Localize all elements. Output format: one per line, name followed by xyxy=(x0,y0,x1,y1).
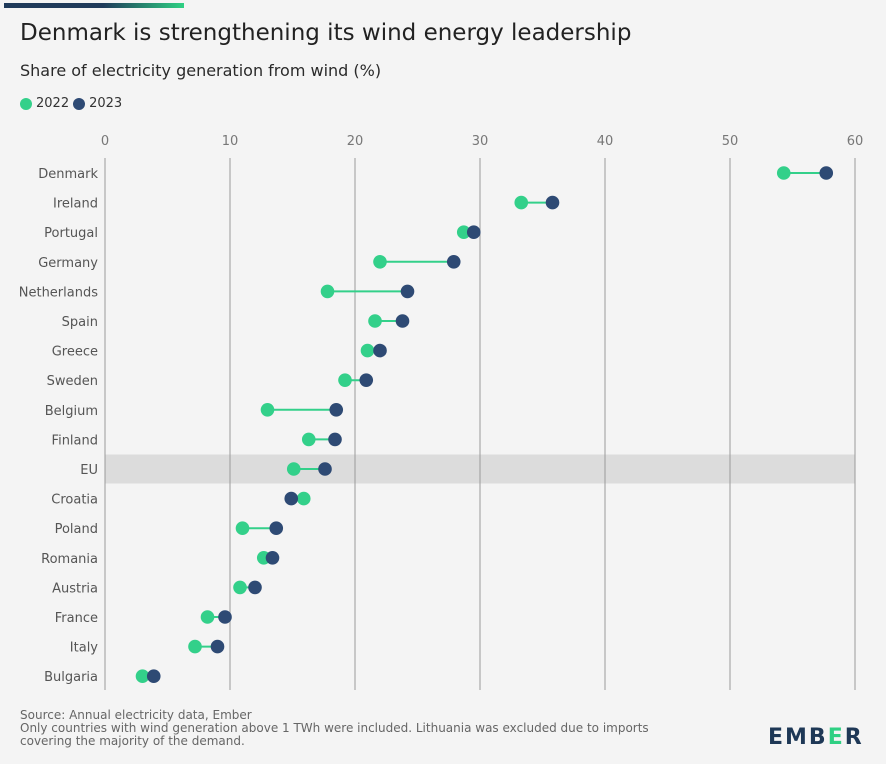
point-2022 xyxy=(338,373,352,387)
point-2022 xyxy=(776,166,791,180)
category-label: France xyxy=(55,611,98,626)
category-label: Croatia xyxy=(51,493,98,508)
point-2022 xyxy=(368,314,382,328)
dumbbell-chart: 0 10 20 30 40 50 60 Denmark Ireland Portugal Germa… xyxy=(19,134,864,690)
x-tick-label: 20 xyxy=(347,134,364,149)
category-label: Belgium xyxy=(45,404,98,419)
category-label: Germany xyxy=(38,256,98,271)
point-2023 xyxy=(265,551,280,565)
point-2023 xyxy=(248,580,262,595)
point-2022 xyxy=(296,491,311,506)
point-2023 xyxy=(395,314,410,328)
category-label: Romania xyxy=(41,552,98,567)
category-label: Austria xyxy=(52,581,98,596)
source-line: Source: Annual electricity data, Ember xyxy=(20,708,252,722)
legend-dot-2023 xyxy=(73,97,86,110)
point-2022 xyxy=(301,432,316,447)
accent-bar xyxy=(4,3,184,8)
x-tick-label: 30 xyxy=(472,134,489,149)
x-tick-label: 40 xyxy=(597,134,614,149)
point-2022 xyxy=(235,521,250,535)
point-2023 xyxy=(269,521,284,535)
category-label: Greece xyxy=(52,345,98,360)
point-2023 xyxy=(218,610,232,624)
source-line: covering the majority of the demand. xyxy=(20,734,245,748)
point-2023 xyxy=(400,284,415,299)
ember-logo: EMBER xyxy=(768,725,864,750)
point-2022 xyxy=(188,639,202,654)
legend-dot-2022 xyxy=(20,97,32,110)
source-line: Only countries with wind generation abov… xyxy=(20,721,649,735)
point-2023 xyxy=(328,432,342,447)
point-2023 xyxy=(373,343,387,358)
point-2023 xyxy=(210,639,225,654)
category-label: Poland xyxy=(55,522,98,537)
legend-label-2022: 2022 xyxy=(36,96,70,111)
source-note: Source: Annual electricity data, Ember O… xyxy=(20,709,740,748)
point-2022 xyxy=(514,195,529,210)
category-label: Finland xyxy=(52,433,98,448)
point-2023 xyxy=(545,195,560,210)
category-label: EU xyxy=(80,463,98,478)
category-label: Bulgaria xyxy=(44,670,98,685)
category-label: Ireland xyxy=(53,197,98,212)
point-2023 xyxy=(466,225,481,239)
legend-label-2023: 2023 xyxy=(89,96,123,111)
legend-item-2022: 2022 xyxy=(20,96,69,111)
point-2023 xyxy=(359,373,374,387)
point-2023 xyxy=(318,462,332,476)
legend: 2022 2023 xyxy=(20,96,122,111)
point-2022 xyxy=(456,225,471,239)
x-tick-label: 10 xyxy=(222,134,239,149)
chart-card: Denmark is strengthening its wind energy… xyxy=(0,0,886,764)
x-tick-label: 60 xyxy=(847,134,864,149)
x-tick-label: 50 xyxy=(722,134,739,149)
point-2022 xyxy=(360,343,375,358)
point-2022 xyxy=(373,255,387,269)
point-2022 xyxy=(286,462,301,476)
chart-subtitle: Share of electricity generation from win… xyxy=(20,61,382,80)
point-2023 xyxy=(146,669,161,683)
chart-title: Denmark is strengthening its wind energy… xyxy=(20,20,632,46)
x-tick-label: 0 xyxy=(101,134,109,149)
category-label: Portugal xyxy=(44,226,98,241)
point-2023 xyxy=(446,255,461,269)
point-2023 xyxy=(329,403,344,417)
point-2022 xyxy=(200,610,215,624)
point-2022 xyxy=(233,580,247,595)
category-label: Netherlands xyxy=(19,285,98,300)
category-label: Denmark xyxy=(38,167,98,182)
point-2023 xyxy=(819,166,834,180)
point-2022 xyxy=(260,403,275,417)
category-label: Sweden xyxy=(47,374,98,389)
point-2023 xyxy=(284,491,299,506)
legend-item-2023: 2023 xyxy=(73,96,122,111)
category-label: Spain xyxy=(62,315,98,330)
point-2022 xyxy=(135,669,150,683)
category-label: Italy xyxy=(70,641,99,656)
point-2022 xyxy=(320,284,335,299)
